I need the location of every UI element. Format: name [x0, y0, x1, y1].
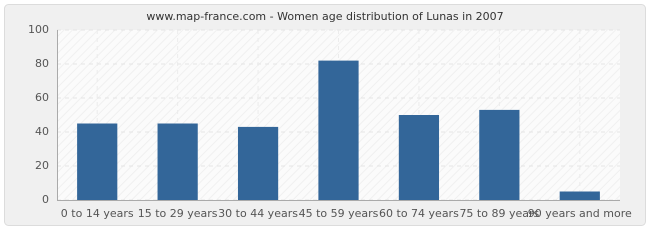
y-tick-label: 40: [35, 125, 49, 138]
bar: [559, 191, 600, 200]
x-tick-label: 60 to 74 years: [379, 207, 459, 220]
bar: [237, 126, 279, 200]
bar: [157, 123, 198, 200]
chart: www.map-france.com - Women age distribut…: [4, 4, 646, 226]
bar: [77, 123, 118, 200]
x-tick-label: 90 years and more: [528, 207, 632, 220]
bar: [479, 109, 520, 200]
x-tick-label: 45 to 59 years: [299, 207, 379, 220]
y-tick-label: 60: [35, 91, 49, 104]
x-tick-label: 15 to 29 years: [138, 207, 218, 220]
chart-title: www.map-france.com - Women age distribut…: [146, 10, 503, 23]
y-tick-label: 20: [35, 159, 49, 172]
y-tick-label: 100: [28, 23, 49, 36]
y-tick-label: 80: [35, 57, 49, 70]
bar: [318, 60, 359, 200]
x-tick-label: 30 to 44 years: [218, 207, 298, 220]
bar: [398, 115, 440, 200]
x-tick-label: 75 to 89 years: [459, 207, 539, 220]
x-tick-label: 0 to 14 years: [61, 207, 134, 220]
y-tick-label: 0: [42, 193, 49, 206]
